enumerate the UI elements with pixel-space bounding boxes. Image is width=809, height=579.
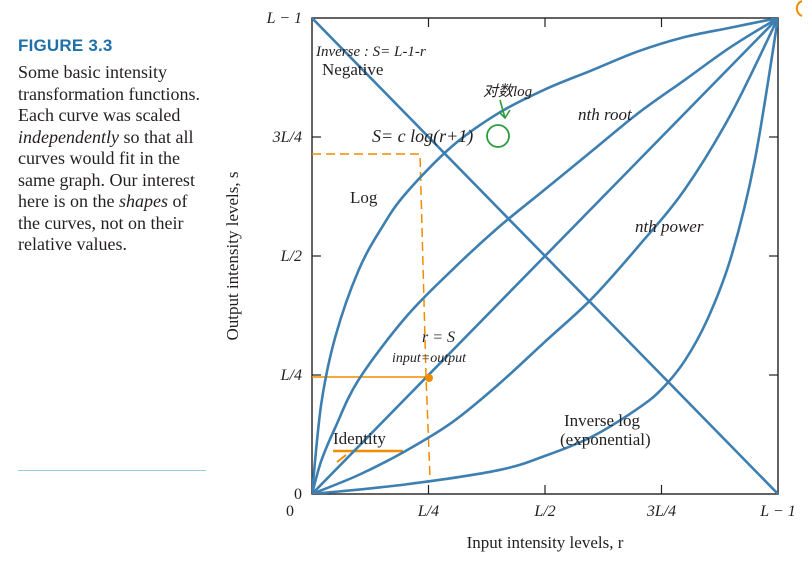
y-axis-label: Output intensity levels, s — [223, 171, 242, 340]
caption-emphasis: shapes — [118, 191, 168, 211]
curve-nth-power — [312, 18, 778, 494]
curve-label-negative: Negative — [322, 60, 383, 79]
curve-label-nth-root: nth root — [578, 105, 633, 124]
guide-line-3l4 — [312, 153, 431, 479]
figure-caption: FIGURE 3.3 Some basic intensity transfor… — [18, 36, 210, 256]
y-tick-label: L − 1 — [266, 10, 302, 27]
x-tick-labels: 0 L/4 L/2 3L/4 L − 1 — [286, 503, 796, 520]
curve-label-inverse-log: Inverse log — [564, 411, 641, 430]
x-tick-label: L/4 — [417, 503, 439, 520]
corner-annotation-mark — [795, 0, 803, 17]
x-tick-label: 0 — [286, 503, 294, 520]
identity-formula-annotation: r = S — [422, 329, 455, 346]
y-tick-labels: 0 L/4 L/2 3L/4 L − 1 — [266, 10, 302, 503]
curve-inverse-log-exponential — [312, 18, 778, 494]
inverse-formula-annotation: Inverse : S= L-1-r — [315, 44, 426, 60]
x-tick-label: L − 1 — [759, 503, 795, 520]
curve-labels: Negative nth root Log nth power Identity… — [322, 60, 704, 449]
curve-label-log: Log — [350, 188, 378, 207]
caption-run: of the curves, not on their relative val… — [18, 191, 188, 254]
x-tick-label: 3L/4 — [646, 503, 676, 520]
caption-emphasis: independently — [18, 126, 119, 147]
y-tick-label: 0 — [294, 486, 302, 503]
x-tick-label: L/2 — [533, 503, 555, 520]
annotation-guides — [312, 153, 431, 479]
curve-log — [312, 18, 778, 494]
annotation-point — [425, 374, 433, 382]
curve-nth-root — [312, 18, 778, 494]
identity-note-annotation: input=output — [392, 351, 467, 366]
curve-label-identity: Identity — [333, 429, 386, 448]
caption-divider — [18, 470, 206, 471]
curves — [312, 18, 778, 494]
caption-run: Some basic intensity transformation func… — [18, 62, 200, 125]
caption-text: Some basic intensity transformation func… — [18, 62, 210, 256]
log-formula-circle — [486, 124, 510, 148]
curve-identity — [312, 18, 778, 494]
axis-ticks — [312, 18, 778, 494]
log-note-annotation: 对数log — [483, 83, 533, 100]
x-axis-label: Input intensity levels, r — [467, 533, 624, 552]
figure-label: FIGURE 3.3 — [18, 36, 113, 55]
caption-run: so that all curves would fit in the same… — [18, 126, 195, 212]
handwritten-annotations: Inverse : S= L-1-r 对数log S= c log(r+1) r… — [315, 44, 533, 366]
curve-label-nth-power: nth power — [635, 217, 704, 236]
curve-label-exponential: (exponential) — [560, 430, 651, 449]
log-formula-annotation: S= c log(r+1) — [372, 126, 473, 147]
y-tick-label: L/4 — [280, 367, 302, 384]
identity-annotation-tick — [336, 454, 347, 463]
log-note-arrow — [498, 99, 511, 120]
y-tick-label: 3L/4 — [272, 129, 302, 146]
y-tick-label: L/2 — [280, 248, 302, 265]
